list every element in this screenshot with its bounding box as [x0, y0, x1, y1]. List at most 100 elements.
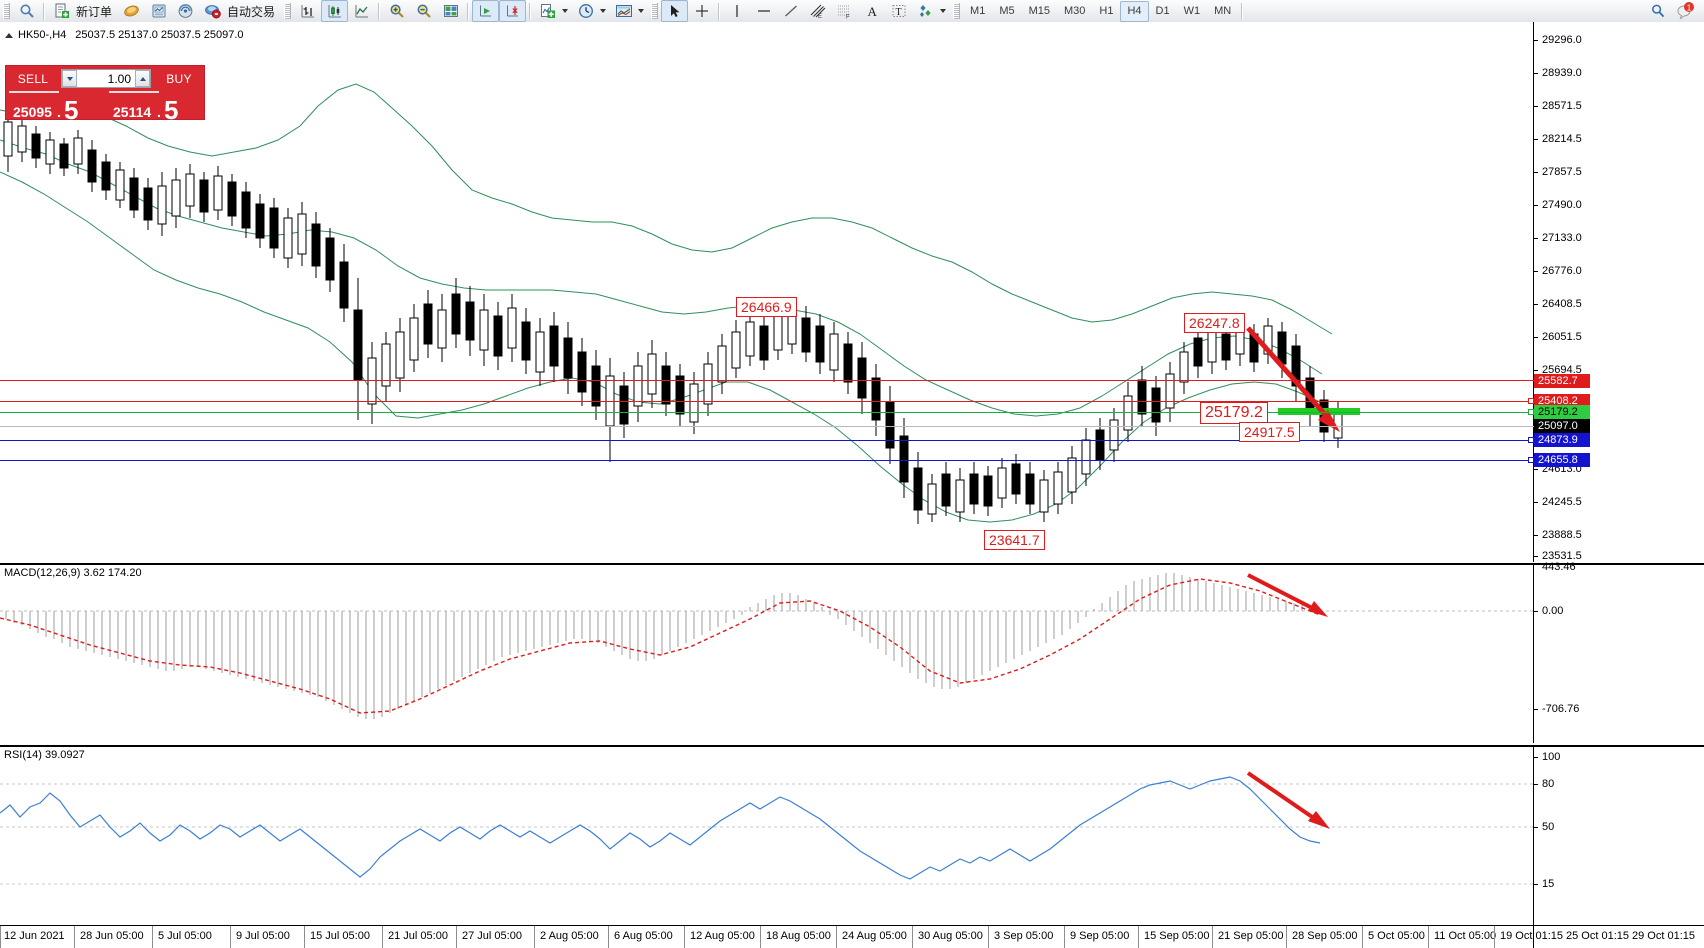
annotation-24917[interactable]: 24917.5	[1239, 422, 1300, 442]
trendline-icon[interactable]	[777, 0, 804, 22]
tile-windows-icon[interactable]	[437, 0, 464, 22]
bar-chart-icon[interactable]	[294, 0, 321, 22]
anchor-24873[interactable]	[1528, 437, 1534, 443]
horizontal-line-icon[interactable]	[750, 0, 777, 22]
candlestick-chart-icon[interactable]	[321, 0, 349, 22]
templates-dropdown-caret-icon[interactable]	[638, 9, 645, 13]
anchor-25179[interactable]	[1528, 409, 1534, 415]
annotation-25179[interactable]: 25179.2	[1200, 402, 1268, 424]
vertical-line-icon[interactable]	[723, 0, 750, 22]
support-line-24873[interactable]	[0, 440, 1534, 441]
timeframe-h4[interactable]: H4	[1120, 0, 1149, 22]
annotation-26247[interactable]: 26247.8	[1184, 313, 1245, 333]
macd-indicator-label[interactable]: MACD(12,26,9) 3.62 174.20	[4, 567, 142, 579]
equidistant-channel-icon[interactable]: E	[804, 0, 831, 22]
price-tick-9: 26051.5	[1542, 331, 1582, 343]
time-label-14: 9 Sep 05:00	[1070, 930, 1130, 942]
support-line-25179[interactable]	[0, 412, 1534, 413]
price-tag-25408[interactable]: 25408.2	[1534, 394, 1590, 408]
time-label-19: 11 Oct 05:00	[1434, 930, 1497, 942]
time-label-10: 18 Aug 05:00	[766, 930, 831, 942]
toolbar-grip-3[interactable]	[651, 3, 659, 19]
period-icon[interactable]	[572, 0, 599, 22]
expert-advisor-icon[interactable]	[118, 0, 145, 22]
volume-value[interactable]: 1.00	[107, 71, 131, 86]
timeframe-d1[interactable]: D1	[1155, 5, 1170, 17]
alerts-icon[interactable]: 1	[1671, 0, 1698, 22]
time-label-5: 21 Jul 05:00	[388, 930, 448, 942]
macd-pane[interactable]: MACD(12,26,9) 3.62 174.20 443.46 0.00 -7…	[0, 561, 1704, 743]
volume-increase-button[interactable]	[135, 70, 150, 87]
one-click-quotes-row: 25095 . 5 25114 . 5	[6, 91, 206, 124]
caret-up-icon	[139, 76, 146, 81]
time-label-21: 25 Oct 01:15	[1566, 930, 1629, 942]
time-label-13: 3 Sep 05:00	[994, 930, 1054, 942]
toolbar-grip[interactable]	[3, 3, 10, 19]
timeframe-w1[interactable]: W1	[1183, 5, 1201, 17]
resistance-line-25582[interactable]	[0, 380, 1534, 381]
support-line-24655[interactable]	[0, 460, 1534, 461]
toolbar-grip-4[interactable]	[953, 3, 961, 19]
timeframe-m5[interactable]: M5	[999, 5, 1015, 17]
chart-window[interactable]: 29296.0 28939.0 28571.5 28214.5 27857.5 …	[0, 22, 1704, 948]
price-tag-25179[interactable]: 25179.2	[1534, 405, 1590, 419]
signals-icon[interactable]	[172, 0, 199, 22]
search-icon[interactable]	[1644, 0, 1671, 22]
indicators-icon[interactable]	[534, 0, 561, 22]
fibonacci-icon[interactable]: F	[831, 0, 858, 22]
toolbar-grip-2[interactable]	[284, 3, 292, 19]
sell-button[interactable]: SELL	[17, 71, 49, 86]
timeframe-m1[interactable]: M1	[970, 5, 986, 17]
time-label-1: 28 Jun 05:00	[80, 930, 144, 942]
market-watch-icon[interactable]	[13, 0, 40, 22]
auto-trading-icon[interactable]	[199, 0, 226, 22]
bollinger-middle-band	[0, 139, 1323, 417]
timeframe-m15[interactable]: M15	[1028, 5, 1050, 17]
price-pane[interactable]: 29296.0 28939.0 28571.5 28214.5 27857.5 …	[0, 22, 1704, 562]
crosshair-icon[interactable]	[688, 0, 715, 22]
annotation-26466[interactable]: 26466.9	[736, 297, 797, 317]
buy-quote[interactable]: 25114 . 5	[107, 91, 205, 124]
zoom-out-icon[interactable]	[410, 0, 437, 22]
timeframe-mn[interactable]: MN	[1214, 5, 1232, 17]
templates-icon[interactable]	[610, 0, 637, 22]
rsi-axis-line	[1533, 745, 1534, 925]
cursor-icon[interactable]	[661, 0, 689, 22]
line-chart-icon[interactable]	[348, 0, 375, 22]
new-order-icon[interactable]	[48, 0, 75, 22]
anchor-25408[interactable]	[1528, 398, 1534, 404]
timeframe-h1[interactable]: H1	[1099, 5, 1114, 17]
time-label-22: 29 Oct 01:15	[1632, 930, 1695, 942]
annotation-23641[interactable]: 23641.7	[984, 530, 1045, 550]
timeframe-m30[interactable]: M30	[1064, 5, 1086, 17]
resistance-line-25408[interactable]	[0, 401, 1534, 402]
price-tag-24655[interactable]: 24655.8	[1534, 453, 1590, 467]
volume-input[interactable]: 1.00	[61, 69, 151, 88]
price-tag-25582[interactable]: 25582.7	[1534, 374, 1590, 388]
price-tag-24873[interactable]: 24873.9	[1534, 433, 1590, 447]
text-icon[interactable]: A	[858, 0, 885, 22]
indicators-dropdown-caret-icon[interactable]	[562, 9, 569, 13]
collapse-triangle-icon[interactable]	[5, 32, 13, 38]
price-tick-7: 26776.0	[1542, 265, 1582, 277]
new-order-label[interactable]: 新订单	[76, 4, 113, 19]
sell-quote[interactable]: 25095 . 5	[7, 91, 105, 124]
rsi-tick-3: 15	[1542, 878, 1555, 890]
rsi-pane[interactable]: RSI(14) 39.0927 100 80 50 15	[0, 745, 1704, 925]
shapes-dropdown-caret-icon[interactable]	[940, 9, 947, 13]
one-click-trading-panel[interactable]: SELL 1.00 BUY 25095 . 5 25114	[5, 65, 206, 124]
strategy-tester-icon[interactable]	[145, 0, 172, 22]
text-label-icon[interactable]: T	[885, 0, 912, 22]
toolbar-separator-6	[1241, 2, 1244, 20]
volume-decrease-button[interactable]	[62, 70, 77, 87]
time-axis[interactable]: 12 Jun 2021 28 Jun 05:00 5 Jul 05:00 9 J…	[0, 925, 1704, 948]
zoom-in-icon[interactable]	[383, 0, 410, 22]
chart-shift-icon[interactable]	[499, 0, 527, 22]
period-dropdown-caret-icon[interactable]	[600, 9, 607, 13]
auto-scroll-icon[interactable]	[472, 0, 500, 22]
buy-button[interactable]: BUY	[166, 71, 192, 86]
rsi-indicator-label[interactable]: RSI(14) 39.0927	[4, 749, 85, 761]
shapes-icon[interactable]	[912, 0, 939, 22]
auto-trading-label[interactable]: 自动交易	[227, 4, 276, 19]
anchor-24655[interactable]	[1528, 457, 1534, 463]
